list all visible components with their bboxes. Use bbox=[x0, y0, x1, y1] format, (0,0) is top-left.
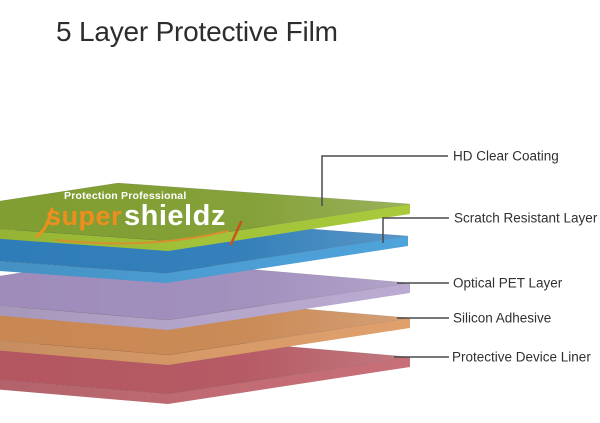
layer-label-optical-pet: Optical PET Layer bbox=[453, 275, 563, 291]
layer-side-shade bbox=[0, 283, 410, 330]
logo-brand-super: super bbox=[46, 201, 123, 231]
layer-label-silicon-adhesive: Silicon Adhesive bbox=[453, 310, 552, 326]
logo-tagline: Protection Professional bbox=[64, 190, 187, 202]
layer-side-shade bbox=[0, 204, 410, 251]
layer-label-hd-clear-coating: HD Clear Coating bbox=[453, 148, 559, 164]
logo-wordmark: super shieldz bbox=[38, 202, 253, 231]
layer-label-scratch-resistant: Scratch Resistant Layer bbox=[454, 210, 598, 226]
layer-side-shade bbox=[0, 236, 408, 283]
leader-hd-clear-coating bbox=[321, 155, 448, 206]
leader-lines bbox=[321, 155, 449, 358]
layer-hd-clear-coating bbox=[0, 182, 411, 251]
layer-side-shade bbox=[0, 357, 410, 404]
logo-swoosh bbox=[35, 207, 243, 246]
page-title: 5 Layer Protective Film bbox=[56, 16, 338, 47]
logo-brand-shieldz: shieldz bbox=[124, 200, 226, 232]
layer-top-sheen bbox=[0, 183, 410, 241]
layer-side-shade bbox=[0, 318, 410, 365]
leader-scratch-resistant bbox=[382, 217, 449, 243]
layer-label-protective-device-liner: Protective Device Liner bbox=[452, 349, 591, 365]
supershieldz-logo: Protection Professional super shieldz bbox=[38, 190, 253, 231]
